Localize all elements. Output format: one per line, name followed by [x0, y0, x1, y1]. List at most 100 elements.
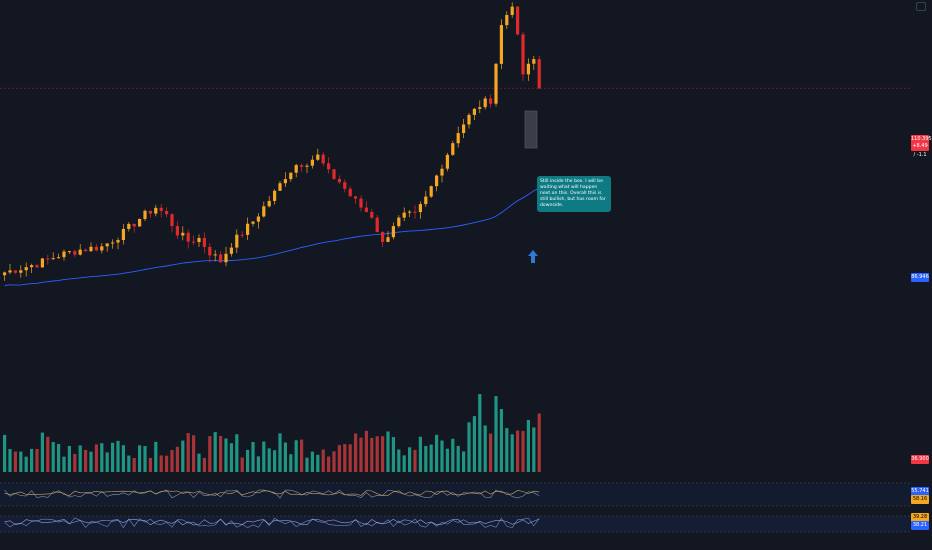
candle-body: [51, 258, 55, 260]
candle: [537, 55, 541, 90]
candle-body: [472, 108, 476, 115]
candle: [197, 234, 201, 248]
consolidation-box[interactable]: [524, 110, 538, 149]
candle-body: [229, 247, 233, 254]
volume-bar: [35, 448, 39, 472]
candle-body: [537, 59, 541, 89]
volume-bar: [429, 444, 433, 472]
candle-body: [213, 254, 217, 256]
candle: [273, 189, 277, 205]
candle-body: [348, 188, 352, 197]
candle-body: [40, 258, 44, 268]
candle-body: [381, 232, 385, 242]
volume-bar: [278, 433, 282, 472]
candle-body: [467, 114, 471, 125]
candle-body: [19, 270, 23, 273]
volume-bar: [100, 443, 104, 472]
candle: [456, 126, 460, 148]
candle-body: [192, 241, 196, 243]
candle-body: [294, 165, 298, 173]
candle-body: [224, 253, 228, 263]
volume-bar: [170, 450, 174, 472]
candle-body: [8, 270, 12, 273]
candle-body: [127, 223, 131, 229]
candle-body: [35, 265, 39, 268]
candle-body: [175, 226, 179, 236]
candle: [224, 246, 228, 267]
candle: [451, 140, 455, 156]
volume-bar: [19, 451, 23, 472]
volume-bar: [289, 454, 293, 472]
volume-bar: [89, 451, 93, 472]
candle: [300, 163, 304, 172]
candle-body: [78, 249, 82, 255]
candle: [51, 252, 55, 260]
ma-axis-tag: 86.946: [911, 273, 929, 282]
candle-body: [89, 246, 93, 252]
candle-body: [30, 265, 34, 268]
candle: [489, 94, 493, 108]
candle: [440, 164, 444, 183]
chart-settings-icon[interactable]: [916, 2, 926, 11]
candle-body: [402, 212, 406, 218]
volume-bar: [132, 457, 136, 472]
volume-bar: [521, 430, 525, 472]
volume-bar: [467, 422, 471, 472]
candle: [381, 231, 385, 248]
candle: [532, 55, 536, 70]
volume-bar: [435, 434, 439, 472]
candle: [445, 152, 449, 172]
candle: [73, 249, 77, 257]
candle-body: [359, 198, 363, 208]
volume-bar: [46, 436, 50, 472]
candle: [262, 201, 266, 218]
volume-bar: [246, 449, 250, 472]
candle-body: [462, 124, 466, 134]
candle: [429, 185, 433, 199]
volume-bar: [62, 456, 66, 472]
candle: [402, 207, 406, 222]
candle-body: [456, 133, 460, 144]
volume-bar: [78, 445, 82, 472]
candle-body: [489, 98, 493, 104]
volume-bar: [537, 413, 541, 472]
candle: [57, 253, 61, 259]
candle-body: [521, 34, 525, 75]
volume-bar: [154, 441, 158, 472]
candle-body: [62, 251, 66, 258]
candle: [219, 251, 223, 263]
candle: [67, 250, 71, 255]
volume-bar: [408, 447, 412, 472]
volume-bar: [235, 434, 239, 472]
candle: [305, 163, 309, 174]
volume-bar: [472, 416, 476, 472]
candle: [267, 196, 271, 208]
volume-bar: [413, 449, 417, 472]
candle-body: [354, 196, 358, 199]
candle-body: [510, 6, 514, 16]
candle: [337, 175, 341, 184]
candle: [213, 249, 217, 262]
candle-body: [13, 270, 17, 273]
volume-bar: [143, 446, 147, 472]
candle-body: [100, 246, 104, 251]
volume-bar: [121, 445, 125, 472]
volume-bar: [175, 446, 179, 472]
volume-bar: [148, 457, 152, 472]
volume-bar: [256, 456, 260, 472]
candle: [181, 226, 185, 241]
candle-body: [94, 246, 98, 251]
moving-average-line: [4, 187, 540, 286]
volume-bar: [499, 409, 503, 472]
chart-grid: [0, 87, 910, 533]
annotation-callout[interactable]: Still inside the box. I will be waiting …: [537, 176, 611, 212]
volume-bar: [30, 448, 34, 472]
candle: [467, 112, 471, 129]
volume-bar: [451, 438, 455, 472]
candle-body: [332, 169, 336, 179]
volume-bar: [381, 436, 385, 472]
volume-bar: [489, 433, 493, 472]
volume-bar: [262, 441, 266, 472]
volume-bar: [305, 457, 309, 472]
